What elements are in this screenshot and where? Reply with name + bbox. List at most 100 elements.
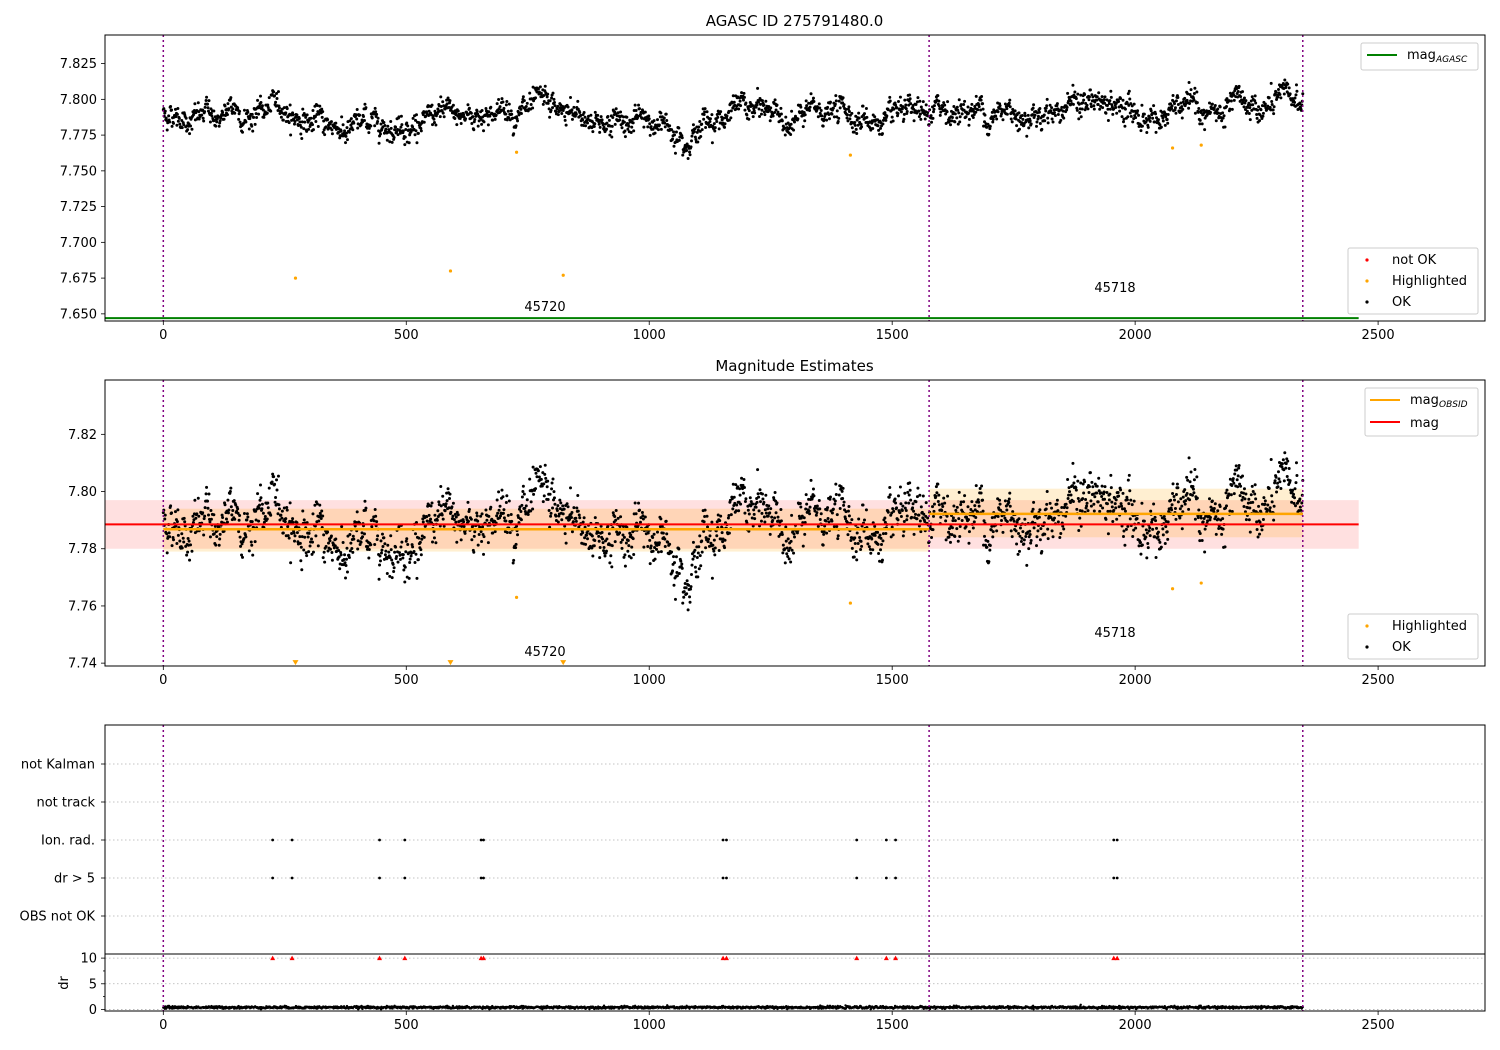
- ok-point: [1192, 91, 1196, 95]
- ok-point: [451, 103, 455, 107]
- ok-point: [1148, 119, 1152, 123]
- ok-point: [766, 507, 770, 511]
- ok-point: [919, 105, 923, 109]
- ok-point: [259, 496, 263, 500]
- ok-point: [1176, 486, 1180, 490]
- ok-point: [980, 484, 984, 488]
- ok-point: [1125, 498, 1129, 502]
- ok-point: [293, 122, 297, 126]
- ok-point: [1089, 102, 1093, 106]
- ok-point: [504, 103, 508, 107]
- ok-point: [1250, 484, 1254, 488]
- ok-point: [597, 539, 601, 543]
- ok-point: [208, 520, 212, 524]
- ok-point: [803, 520, 807, 524]
- ok-point: [433, 109, 437, 113]
- ok-point: [783, 547, 787, 551]
- ok-point: [323, 560, 327, 564]
- ok-point: [520, 495, 524, 499]
- ok-point: [832, 115, 836, 119]
- ok-point: [349, 117, 353, 121]
- ok-point: [1236, 90, 1240, 94]
- ok-point: [939, 110, 943, 114]
- ok-point: [1221, 116, 1225, 120]
- ok-point: [401, 553, 405, 557]
- ok-point: [1079, 93, 1083, 97]
- ok-point: [534, 487, 538, 491]
- ok-point: [1140, 124, 1144, 128]
- ok-point: [393, 550, 397, 554]
- ok-point: [690, 572, 693, 576]
- ok-point: [300, 120, 304, 124]
- ok-point: [459, 122, 463, 126]
- ok-point: [795, 531, 799, 535]
- ok-point: [1212, 106, 1216, 110]
- ok-point: [282, 506, 286, 510]
- ok-point: [281, 531, 285, 535]
- ok-point: [536, 469, 540, 473]
- ok-point: [1086, 107, 1090, 111]
- ok-point: [339, 129, 343, 133]
- ok-point: [202, 533, 206, 537]
- ok-point: [311, 109, 315, 113]
- ok-point: [844, 107, 848, 111]
- ok-point: [404, 539, 408, 543]
- ok-point: [760, 108, 764, 112]
- ok-point: [804, 493, 808, 497]
- ok-point: [574, 519, 578, 523]
- ok-point: [988, 548, 992, 552]
- ok-point: [630, 545, 634, 549]
- ok-point: [203, 506, 207, 510]
- ok-point: [1165, 530, 1169, 534]
- ok-point: [208, 535, 212, 539]
- ok-point: [998, 502, 1002, 506]
- ok-point: [629, 556, 633, 560]
- flag-point: [378, 876, 381, 880]
- ok-point: [1176, 95, 1180, 99]
- ok-point: [629, 533, 633, 537]
- ok-point: [898, 95, 902, 99]
- ok-point: [281, 118, 285, 122]
- ok-point: [408, 557, 412, 561]
- flag-point: [894, 876, 897, 880]
- ok-point: [846, 119, 850, 123]
- ok-point: [817, 102, 821, 106]
- ok-point: [905, 514, 909, 518]
- ok-point: [1170, 104, 1174, 108]
- ok-point: [826, 517, 830, 521]
- ok-point: [720, 525, 724, 529]
- ok-point: [1247, 101, 1251, 105]
- ok-point: [546, 92, 550, 96]
- ok-point: [789, 122, 793, 126]
- ok-point: [737, 509, 741, 513]
- ok-point: [223, 104, 227, 108]
- ok-point: [339, 553, 343, 557]
- ok-point: [986, 539, 990, 543]
- ok-point: [1138, 540, 1142, 544]
- ok-point: [189, 529, 193, 533]
- ok-point: [915, 517, 919, 521]
- ok-point: [432, 536, 436, 540]
- ok-point: [254, 112, 258, 116]
- ok-point: [723, 122, 727, 126]
- ok-point: [569, 486, 573, 490]
- ok-point: [894, 103, 898, 107]
- ok-point: [549, 108, 553, 112]
- ok-point: [230, 513, 234, 517]
- ok-point: [902, 112, 906, 116]
- ok-point: [1077, 102, 1081, 106]
- ok-point: [507, 116, 511, 120]
- ok-point: [1213, 502, 1217, 506]
- ok-point: [1066, 91, 1070, 95]
- ok-point: [1232, 98, 1236, 102]
- ok-point: [902, 117, 906, 121]
- ok-point: [744, 497, 748, 501]
- ok-point: [475, 511, 479, 515]
- ok-point: [305, 521, 309, 525]
- ok-point: [444, 504, 448, 508]
- ok-point: [1294, 83, 1298, 87]
- ok-point: [543, 463, 547, 467]
- ok-point: [834, 99, 838, 103]
- ok-point: [421, 113, 425, 117]
- ok-point: [505, 118, 509, 122]
